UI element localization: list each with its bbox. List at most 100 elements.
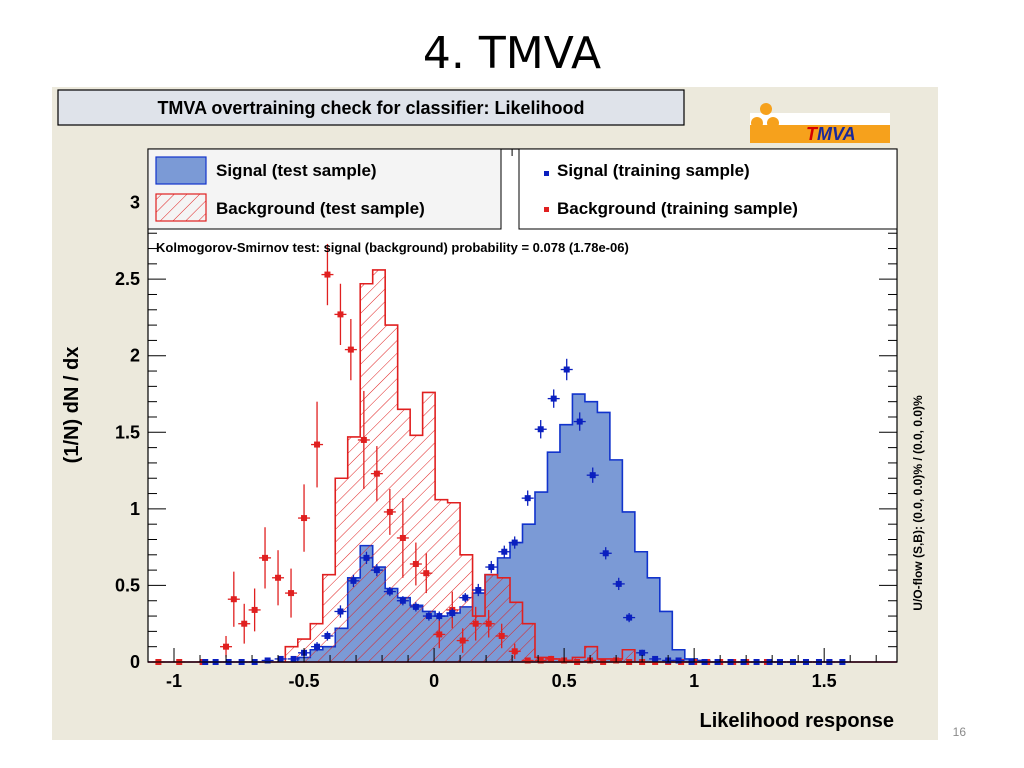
background-train-point — [495, 623, 508, 649]
signal-train-marker — [563, 366, 570, 373]
background-train-point — [259, 527, 272, 589]
background-train-point — [334, 283, 347, 346]
signal-train-point — [409, 602, 422, 612]
logo-letters: MVA — [817, 124, 856, 144]
signal-train-marker — [537, 426, 544, 433]
background-train-marker — [412, 560, 419, 567]
y-axis-label: (1/N) dN / dx — [61, 347, 83, 464]
x-axis-label: Likelihood response — [700, 710, 894, 732]
legend-swatch-signal-test — [155, 156, 207, 185]
signal-train-marker — [337, 608, 344, 615]
background-train-marker — [423, 570, 430, 577]
signal-train-point — [612, 577, 625, 591]
slide-number: 16 — [952, 725, 966, 739]
signal-train-point — [334, 605, 347, 618]
signal-train-marker — [524, 495, 531, 502]
signal-train-marker — [350, 577, 357, 584]
overtraining-chart: TMVA overtraining check for classifier: … — [57, 89, 925, 732]
legend-background-train: Background (training sample) — [557, 199, 798, 218]
signal-train-marker — [550, 395, 557, 402]
background-train-point — [311, 401, 324, 488]
background-train-marker — [301, 515, 308, 522]
signal-train-marker — [488, 564, 495, 571]
background-train-marker — [548, 655, 555, 662]
y-tick-label: 0 — [130, 652, 140, 672]
background-train-marker — [399, 534, 406, 541]
overflow-label: U/O-flow (S,B): (0.0, 0.0)% / (0.0, 0.0)… — [911, 395, 925, 611]
background-train-marker — [511, 648, 518, 655]
svg-text:TMVA: TMVA — [806, 124, 856, 144]
signal-train-marker — [314, 643, 321, 650]
legend-signal-test: Signal (test sample) — [216, 161, 377, 180]
chart-title: TMVA overtraining check for classifier: … — [157, 98, 584, 118]
y-tick-label: 3 — [130, 193, 140, 213]
background-train-marker — [314, 441, 321, 448]
background-train-point — [420, 553, 433, 594]
signal-train-point — [459, 593, 472, 603]
background-train-point — [409, 542, 422, 586]
background-train-point — [357, 390, 370, 489]
background-train-point — [321, 243, 334, 306]
background-train-marker — [472, 620, 479, 627]
background-train-marker — [459, 637, 466, 644]
logo-dot-icon — [751, 117, 763, 129]
legend-background-test: Background (test sample) — [216, 199, 425, 218]
signal-train-marker — [399, 597, 406, 604]
signal-train-marker — [264, 657, 271, 664]
slide-title: 4. TMVA — [422, 28, 602, 79]
signal-train-point — [472, 583, 485, 597]
signal-train-point — [599, 547, 612, 560]
signal-train-point — [623, 612, 636, 623]
background-train-marker — [337, 311, 344, 318]
x-tick-label: -0.5 — [289, 671, 320, 691]
signal-train-point — [446, 608, 459, 618]
ks-test-text: Kolmogorov-Smirnov test: signal (backgro… — [156, 240, 629, 255]
background-train-marker — [241, 620, 248, 627]
y-tick-label: 1 — [130, 499, 140, 519]
background-train-point — [248, 588, 261, 632]
logo-dot-icon — [760, 103, 772, 115]
signal-train-point — [370, 563, 383, 577]
background-train-point — [469, 606, 482, 641]
signal-train-point — [422, 611, 435, 621]
signal-train-marker — [501, 548, 508, 555]
signal-train-marker — [639, 649, 646, 656]
signal-train-point — [383, 586, 396, 597]
background-train-marker — [485, 620, 492, 627]
background-train-marker — [537, 657, 544, 664]
background-train-point — [383, 488, 396, 535]
legend-signal-train: Signal (training sample) — [557, 161, 750, 180]
signal-train-marker — [277, 655, 284, 662]
background-train-point — [220, 635, 233, 658]
x-tick-label: 0 — [429, 671, 439, 691]
background-train-marker — [262, 554, 269, 561]
signal-train-point — [534, 420, 547, 439]
signal-train-point — [287, 655, 300, 662]
signal-train-marker — [615, 580, 622, 587]
signal-train-marker — [324, 632, 331, 639]
signal-train-point — [649, 655, 662, 662]
signal-train-marker — [373, 567, 380, 574]
background-train-point — [545, 655, 558, 662]
signal-train-point — [396, 596, 409, 606]
background-train-point — [272, 550, 285, 606]
signal-train-marker — [626, 614, 633, 621]
signal-train-marker — [675, 657, 682, 664]
y-tick-label: 0.5 — [115, 575, 140, 595]
signal-train-point — [321, 631, 334, 641]
y-tick-label: 2 — [130, 346, 140, 366]
background-train-marker — [275, 574, 282, 581]
background-train-marker — [373, 470, 380, 477]
legend-left: Signal (test sample) Background (test sa… — [147, 148, 502, 230]
y-tick-label: 1.5 — [115, 422, 140, 442]
background-train-marker — [230, 596, 237, 603]
signal-train-marker — [576, 418, 583, 425]
background-train-point — [344, 318, 357, 381]
legend-swatch-background-test — [155, 193, 207, 222]
signal-train-marker — [511, 539, 518, 546]
background-train-point — [508, 643, 521, 659]
signal-train-point — [547, 389, 560, 408]
x-tick-label: 0.5 — [552, 671, 577, 691]
signal-train-point — [274, 655, 287, 662]
signal-train-marker — [363, 554, 370, 561]
